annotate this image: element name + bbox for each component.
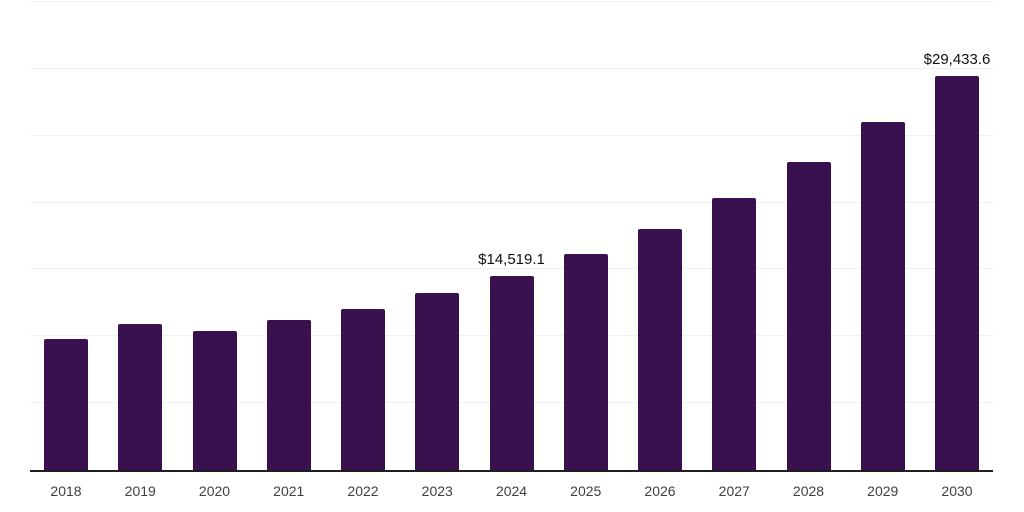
x-axis-label-2024: 2024 xyxy=(495,483,528,499)
x-axis-label-2022: 2022 xyxy=(347,483,379,499)
bar-2030 xyxy=(935,76,979,470)
x-axis-line xyxy=(30,470,993,472)
bar-2021 xyxy=(266,319,311,470)
bar-2022 xyxy=(341,308,385,470)
bar-2018 xyxy=(44,338,88,470)
gridline-15000 xyxy=(30,268,993,270)
x-axis-label-2019: 2019 xyxy=(124,483,156,499)
x-axis-label-2025: 2025 xyxy=(570,483,602,499)
plot-area: 2018 2019 2020 2021 2022 2023 $14,519.1 2024 202… xyxy=(30,1,993,498)
gridline-25000 xyxy=(30,134,993,136)
gridline-30000 xyxy=(30,67,993,69)
x-axis-label-2029: 2029 xyxy=(867,483,899,499)
bar-2027 xyxy=(712,198,757,470)
bar-2020 xyxy=(192,331,237,470)
bar-2019 xyxy=(118,323,163,470)
data-label-2030: $29,433.6 xyxy=(923,51,991,69)
x-axis-label-2021: 2021 xyxy=(273,483,305,499)
bar-2028 xyxy=(786,161,831,470)
x-axis-label-2028: 2028 xyxy=(792,483,825,499)
data-label-2024: $14,519.1 xyxy=(478,250,545,268)
gridline-35000 xyxy=(30,1,993,2)
bar-2026 xyxy=(638,228,682,470)
x-axis-label-2020: 2020 xyxy=(198,483,231,499)
gridline-20000 xyxy=(30,201,993,203)
x-axis-label-2023: 2023 xyxy=(421,483,453,499)
bar-2024 xyxy=(489,275,534,470)
x-axis-label-2018: 2018 xyxy=(50,483,82,499)
bar-2029 xyxy=(860,121,905,470)
bar-2025 xyxy=(563,253,608,470)
x-axis-label-2026: 2026 xyxy=(644,483,676,499)
x-axis-label-2027: 2027 xyxy=(718,483,750,499)
x-axis-label-2030: 2030 xyxy=(941,483,973,499)
bar-2023 xyxy=(415,292,460,470)
